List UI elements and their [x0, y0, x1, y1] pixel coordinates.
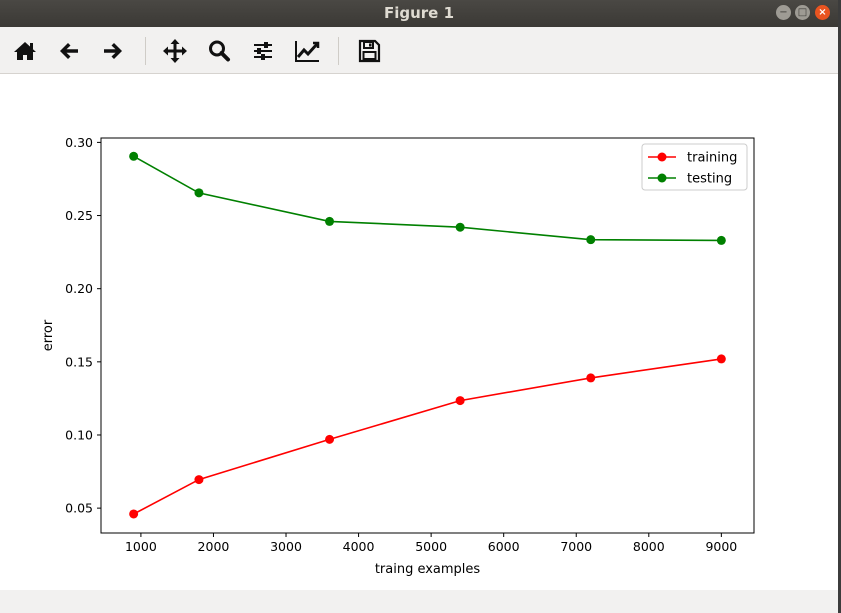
x-tick-label: 3000: [270, 539, 302, 554]
series-line-training: [133, 358, 722, 515]
x-tick-label: 7000: [560, 539, 592, 554]
data-point-testing: [325, 216, 335, 226]
y-tick-label: 0.15: [65, 354, 93, 369]
data-point-testing: [129, 151, 139, 161]
legend-swatch-marker: [657, 173, 667, 183]
minimize-button[interactable]: −: [776, 5, 791, 20]
axes-frame: [100, 137, 755, 534]
x-tick-label: 9000: [705, 539, 737, 554]
data-point-training: [586, 373, 596, 383]
x-tick-label: 2000: [198, 539, 230, 554]
y-tick-label: 0.30: [65, 135, 93, 150]
y-axis-ticks: 0.05 0.10 0.15 0.20 0.25 0.30: [65, 135, 101, 516]
configure-subplots-button[interactable]: [247, 35, 279, 67]
toolbar-separator: [338, 37, 339, 65]
y-tick-label: 0.25: [65, 208, 93, 223]
zoom-magnifier-icon: [209, 40, 230, 62]
pan-move-icon: [163, 39, 187, 63]
window-title: Figure 1: [383, 4, 455, 22]
edit-axes-lines-icon: [295, 41, 320, 62]
save-button[interactable]: [353, 35, 385, 67]
x-axis-label: traing examples: [375, 562, 481, 577]
save-disk-icon: [358, 39, 381, 63]
x-tick-label: 6000: [488, 539, 520, 554]
data-point-testing: [194, 188, 204, 198]
y-axis-label: error: [41, 319, 56, 351]
back-button[interactable]: [53, 35, 85, 67]
desktop-edge: [838, 0, 841, 613]
figure-canvas[interactable]: 1000 2000 3000 4000 5000 6000 7000 8000 9000 0.0…: [0, 74, 838, 590]
legend-swatch-marker: [657, 152, 667, 162]
data-point-testing: [455, 222, 465, 232]
y-tick-label: 0.20: [65, 281, 93, 296]
forward-arrow-icon: [104, 43, 122, 59]
data-point-training: [194, 475, 204, 485]
forward-button[interactable]: [97, 35, 129, 67]
home-icon: [14, 42, 36, 60]
data-point-testing: [716, 235, 726, 245]
legend-label: training: [687, 151, 737, 166]
y-tick-label: 0.05: [65, 501, 93, 516]
pan-button[interactable]: [159, 35, 191, 67]
x-tick-label: 5000: [415, 539, 447, 554]
data-point-testing: [586, 235, 596, 245]
back-arrow-icon: [60, 43, 78, 59]
x-tick-label: 8000: [633, 539, 665, 554]
series-layer: [129, 151, 726, 519]
data-point-training: [455, 396, 465, 406]
maximize-button[interactable]: □: [795, 5, 810, 20]
legend-label: testing: [687, 172, 732, 187]
x-axis-ticks: 1000 2000 3000 4000 5000 6000 7000 8000 9000: [125, 533, 737, 554]
line-chart: 1000 2000 3000 4000 5000 6000 7000 8000 9000 0.0…: [41, 135, 755, 577]
y-tick-label: 0.10: [65, 427, 93, 442]
status-bar: [0, 590, 838, 613]
close-button[interactable]: ×: [815, 5, 830, 20]
title-bar: Figure 1 − □ ×: [0, 0, 838, 27]
legend: training testing: [641, 143, 748, 191]
data-point-training: [325, 434, 335, 444]
data-point-training: [716, 354, 726, 364]
edit-axes-button[interactable]: [291, 35, 323, 67]
zoom-button[interactable]: [203, 35, 235, 67]
toolbar-separator: [145, 37, 146, 65]
subplots-sliders-icon: [254, 42, 272, 60]
home-button[interactable]: [9, 35, 41, 67]
navigation-toolbar: [0, 27, 838, 74]
x-tick-label: 1000: [125, 539, 157, 554]
series-line-testing: [133, 155, 722, 242]
data-point-training: [129, 509, 139, 519]
x-tick-label: 4000: [343, 539, 375, 554]
